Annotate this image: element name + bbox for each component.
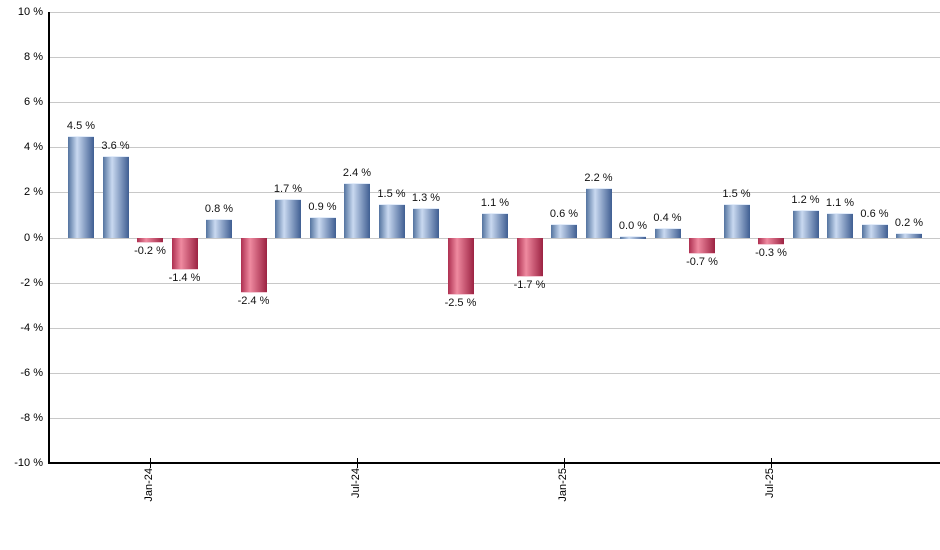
- bar: [620, 235, 646, 239]
- gridline: [48, 327, 940, 329]
- y-axis-tick-label: -6 %: [20, 366, 43, 379]
- bar-value-label: 0.8 %: [204, 203, 234, 216]
- bar: [206, 219, 232, 239]
- bar: [413, 208, 439, 239]
- bar: [827, 212, 853, 239]
- bar: [171, 237, 198, 271]
- bar: [551, 223, 577, 239]
- x-axis-tick: [771, 458, 772, 468]
- bar: [102, 156, 129, 239]
- bar-value-label: 3.6 %: [101, 140, 130, 153]
- bar: [275, 199, 301, 239]
- gridline: [48, 372, 940, 374]
- bar-value-label: -0.2 %: [134, 245, 166, 257]
- bar: [792, 210, 819, 239]
- x-axis-tick: [150, 458, 151, 468]
- bar-value-label: 0.2 %: [894, 216, 924, 229]
- bar-value-label: -1.4 %: [168, 272, 201, 285]
- bar-value-label: -1.7 %: [513, 278, 546, 291]
- gridline: [48, 57, 940, 59]
- x-axis-tick-label: Jul-25: [764, 468, 776, 498]
- gridline: [48, 417, 940, 419]
- bar-value-label: 1.2 %: [791, 194, 820, 207]
- bar-value-label: 2.4 %: [342, 167, 372, 180]
- bar-value-label: 0.6 %: [549, 207, 579, 220]
- bar: [482, 212, 508, 239]
- bar-value-label: -0.7 %: [686, 256, 718, 269]
- y-axis-tick-label: 8 %: [24, 51, 43, 64]
- bar-value-label: 0.4 %: [653, 212, 682, 225]
- y-axis-tick-label: 0 %: [24, 231, 43, 244]
- bar-value-label: -0.3 %: [755, 247, 787, 260]
- bar-value-label: 1.1 %: [480, 196, 510, 209]
- y-axis-tick-label: 4 %: [24, 141, 43, 154]
- bar: [861, 223, 888, 239]
- bar-value-label: -2.4 %: [237, 294, 270, 307]
- gridline: [48, 147, 940, 149]
- bar-value-label: 4.5 %: [66, 120, 96, 133]
- bar: [309, 217, 336, 239]
- bar-value-label: 2.2 %: [584, 171, 613, 184]
- bar: [447, 237, 474, 295]
- bar: [344, 183, 370, 239]
- bar: [378, 203, 405, 239]
- bar: [585, 187, 612, 239]
- y-axis-tick-label: -10 %: [14, 457, 43, 469]
- bar: [68, 136, 94, 239]
- bar: [758, 237, 784, 246]
- bar: [896, 232, 922, 239]
- bar-value-label: 0.6 %: [860, 207, 889, 220]
- y-axis-tick-label: 10 %: [17, 6, 43, 18]
- y-axis-tick-label: 6 %: [24, 96, 43, 109]
- bar-value-label: 0.9 %: [308, 201, 337, 214]
- gridline: [48, 102, 940, 104]
- bar-value-label: 1.5 %: [722, 187, 751, 200]
- x-axis-tick: [357, 458, 358, 468]
- bar: [654, 228, 681, 239]
- y-axis-tick-label: -4 %: [20, 321, 43, 334]
- y-axis-tick-label: -2 %: [20, 276, 43, 289]
- gridline: [48, 282, 940, 284]
- bar-value-label: 1.1 %: [825, 196, 855, 209]
- bar: [240, 237, 267, 293]
- bar: [689, 237, 715, 255]
- bar-value-label: 1.5 %: [377, 187, 406, 200]
- x-axis-tick-label: Jul-24: [350, 468, 362, 498]
- x-axis-tick: [564, 458, 565, 468]
- x-axis-line: [48, 462, 940, 464]
- y-axis-line: [48, 12, 50, 464]
- gridline: [48, 192, 940, 194]
- bar-value-label: 1.7 %: [273, 183, 303, 196]
- gridline: [48, 12, 940, 13]
- x-axis-tick-label: Jan-24: [143, 468, 155, 502]
- bar-value-label: 0.0 %: [618, 219, 648, 232]
- bar-value-label: 1.3 %: [411, 192, 441, 205]
- y-axis-tick-label: -8 %: [20, 411, 43, 424]
- bar: [723, 203, 750, 239]
- bar-value-label: -2.5 %: [444, 296, 477, 309]
- y-axis-tick-label: 2 %: [24, 186, 43, 199]
- x-axis-tick-label: Jan-25: [557, 468, 569, 502]
- bar: [516, 237, 543, 277]
- bar: [137, 237, 163, 243]
